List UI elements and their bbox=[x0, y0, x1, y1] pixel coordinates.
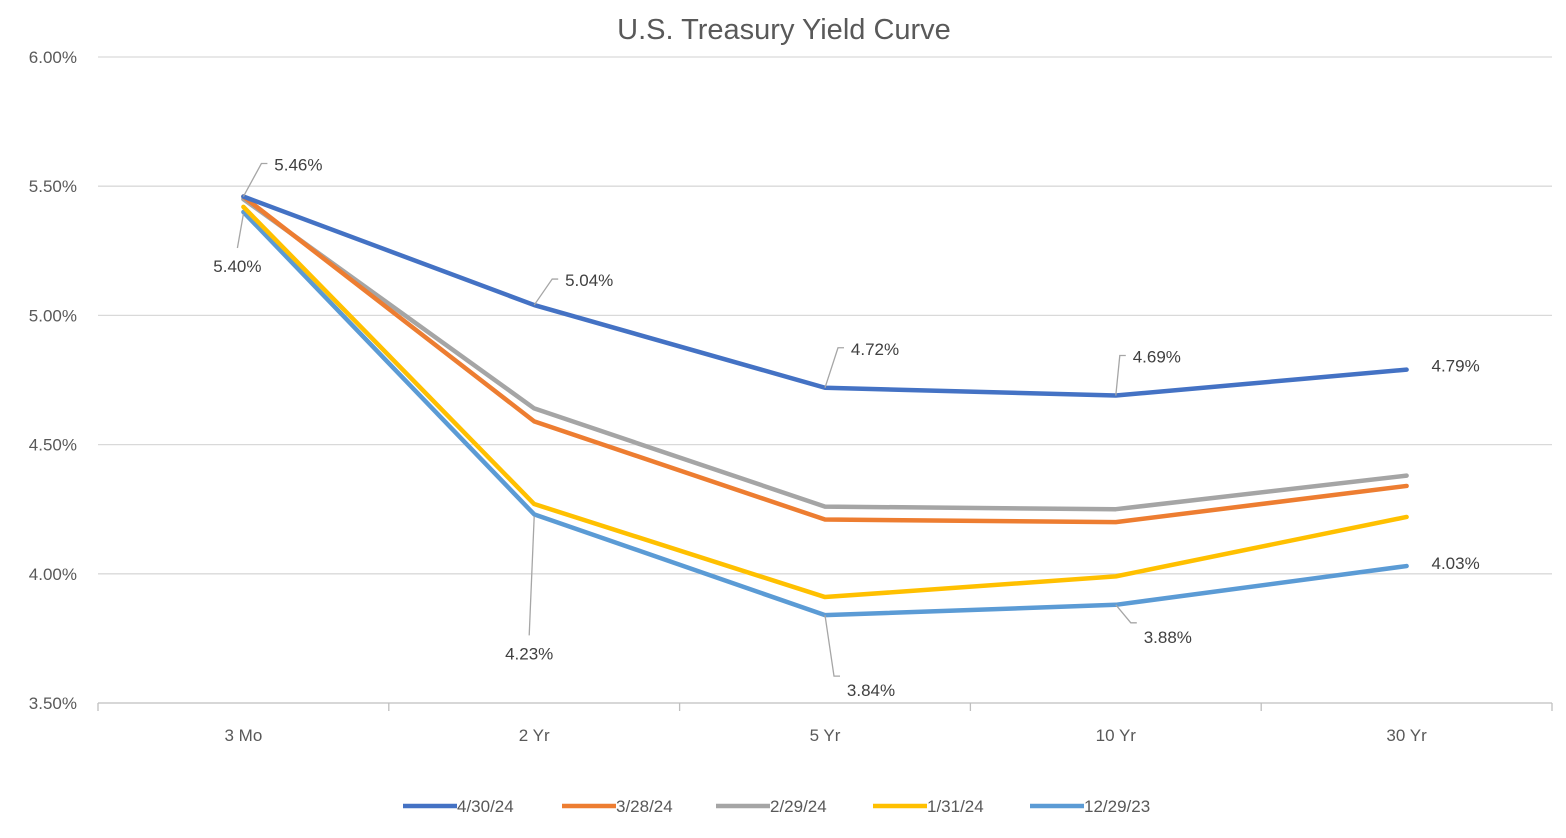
data-label: 3.88% bbox=[1144, 628, 1192, 647]
y-tick-label: 6.00% bbox=[29, 48, 77, 67]
x-tick-label: 10 Yr bbox=[1096, 726, 1137, 745]
x-tick-label: 5 Yr bbox=[810, 726, 841, 745]
data-label: 4.23% bbox=[505, 644, 553, 663]
y-tick-label: 4.00% bbox=[29, 565, 77, 584]
y-tick-label: 3.50% bbox=[29, 694, 77, 713]
data-label: 3.84% bbox=[847, 681, 895, 700]
data-label: 5.04% bbox=[565, 271, 613, 290]
data-label: 5.40% bbox=[213, 257, 261, 276]
legend-label: 2/29/24 bbox=[770, 797, 827, 816]
y-tick-label: 5.00% bbox=[29, 306, 77, 325]
series-line bbox=[241, 194, 1409, 398]
label-leader-line bbox=[824, 615, 840, 677]
label-leader-line bbox=[236, 213, 245, 249]
label-leader-line bbox=[528, 516, 535, 636]
data-label: 4.03% bbox=[1431, 554, 1479, 573]
label-leader-line bbox=[1115, 604, 1137, 624]
series-line bbox=[241, 194, 1409, 525]
series-line bbox=[241, 204, 1409, 600]
label-leader-line bbox=[824, 347, 844, 388]
x-tick-label: 30 Yr bbox=[1386, 726, 1427, 745]
x-tick-label: 3 Mo bbox=[225, 726, 263, 745]
legend-label: 4/30/24 bbox=[457, 797, 514, 816]
y-tick-label: 5.50% bbox=[29, 177, 77, 196]
label-leader-line bbox=[242, 162, 268, 197]
y-tick-label: 4.50% bbox=[29, 436, 77, 455]
legend-label: 1/31/24 bbox=[927, 797, 984, 816]
data-label: 5.46% bbox=[274, 156, 322, 175]
data-label: 4.79% bbox=[1431, 357, 1479, 376]
label-leader-line bbox=[533, 278, 559, 306]
series-line bbox=[241, 196, 1409, 512]
legend-label: 3/28/24 bbox=[616, 797, 673, 816]
label-leader-line bbox=[1115, 354, 1126, 396]
data-label: 4.72% bbox=[851, 340, 899, 359]
chart-title: U.S. Treasury Yield Curve bbox=[617, 14, 951, 46]
data-label: 4.69% bbox=[1133, 348, 1181, 367]
legend-label: 12/29/23 bbox=[1084, 797, 1150, 816]
x-tick-label: 2 Yr bbox=[519, 726, 550, 745]
